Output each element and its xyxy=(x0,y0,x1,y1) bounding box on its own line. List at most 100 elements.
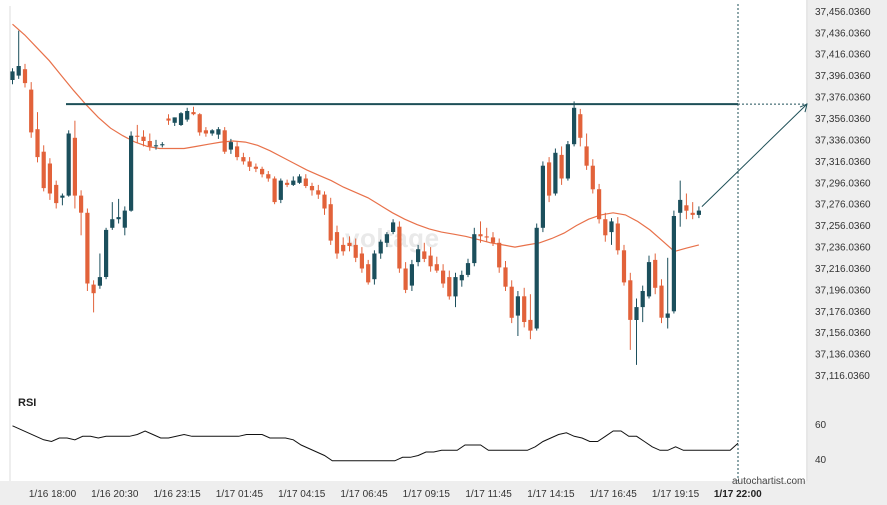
candle xyxy=(590,159,595,194)
y-tick-label: 37,416.0360 xyxy=(815,50,871,61)
candle xyxy=(60,193,65,206)
candle xyxy=(72,120,77,209)
candle xyxy=(166,114,171,125)
candle xyxy=(653,253,658,295)
candle-body xyxy=(490,237,496,243)
candle-body xyxy=(565,144,570,179)
candle xyxy=(353,238,358,263)
candle-body xyxy=(584,146,589,166)
candle xyxy=(285,179,290,188)
candle xyxy=(309,182,315,196)
candle xyxy=(403,262,408,294)
candle-body xyxy=(160,144,165,146)
candle xyxy=(297,174,302,184)
candle-body xyxy=(359,253,364,269)
candle xyxy=(47,158,52,200)
candle-body xyxy=(41,151,46,189)
candle-body xyxy=(197,114,202,133)
x-tick-label: 1/17 06:45 xyxy=(340,489,388,500)
moving-average-line xyxy=(12,23,700,253)
y-tick-label: 37,236.0360 xyxy=(815,243,871,254)
candle-body xyxy=(47,163,52,194)
candle xyxy=(185,107,190,122)
candle-body xyxy=(16,66,21,76)
y-tick-label: 37,356.0360 xyxy=(815,114,871,125)
candle-body xyxy=(153,145,159,147)
y-tick-label: 37,296.0360 xyxy=(815,178,871,189)
candle xyxy=(104,227,109,280)
candle-body xyxy=(216,129,221,135)
candle-body xyxy=(172,117,177,123)
y-tick-label: 37,336.0360 xyxy=(815,135,871,146)
candle-body xyxy=(366,264,371,283)
candle-body xyxy=(528,319,533,331)
candle xyxy=(447,270,452,300)
candle xyxy=(684,193,689,220)
x-axis: 1/16 18:00 1/16 20:30 1/16 23:15 1/17 01:45… xyxy=(29,489,762,500)
candle xyxy=(671,210,676,314)
candle-body xyxy=(522,296,527,322)
candle-body xyxy=(260,168,265,175)
candle xyxy=(478,221,483,243)
candle xyxy=(572,101,577,147)
candle-body xyxy=(247,161,252,167)
candle xyxy=(172,117,177,126)
candle xyxy=(328,197,333,245)
y-tick-label: 37,376.0360 xyxy=(815,93,871,104)
candle xyxy=(559,146,564,185)
candle-body xyxy=(690,212,695,215)
candle xyxy=(634,298,639,365)
candle xyxy=(253,163,258,173)
candle-body xyxy=(653,259,658,288)
candle-body xyxy=(91,284,96,294)
candle xyxy=(640,285,645,323)
candle xyxy=(79,190,84,236)
candle xyxy=(41,145,46,192)
candle xyxy=(347,236,352,252)
candle-body xyxy=(35,129,40,158)
candle xyxy=(628,272,633,350)
candle-body xyxy=(147,141,152,147)
candle xyxy=(428,247,433,272)
candle-body xyxy=(228,142,233,150)
candle-body xyxy=(297,176,302,183)
candle-body xyxy=(235,146,240,158)
candle-body xyxy=(696,210,701,215)
x-tick-label: 1/17 22:00 xyxy=(714,489,762,500)
candle-body xyxy=(253,166,258,169)
candle-body xyxy=(272,178,277,203)
candle xyxy=(203,127,208,137)
candle xyxy=(490,232,496,246)
candle-body xyxy=(22,69,28,84)
candle-body xyxy=(465,263,471,275)
candle xyxy=(484,227,489,242)
candle xyxy=(278,178,283,204)
candle-body xyxy=(503,267,508,287)
candle xyxy=(322,191,327,215)
candle xyxy=(341,237,346,256)
candle-body xyxy=(353,244,358,258)
candle xyxy=(228,138,233,154)
candle xyxy=(372,250,377,285)
candle-body xyxy=(453,277,458,297)
y-tick-label: 37,456.0360 xyxy=(815,7,871,18)
candle-body xyxy=(278,180,283,200)
candle xyxy=(122,206,127,236)
y-tick-label: 37,276.0360 xyxy=(815,200,871,211)
candle xyxy=(135,124,140,144)
y-axis-band xyxy=(808,0,887,505)
candle-body xyxy=(291,180,296,185)
candle xyxy=(603,212,608,242)
y-axis: 37,456.0360 37,436.0360 37,416.0360 37,396.… xyxy=(815,7,871,382)
y-tick-label: 37,396.0360 xyxy=(815,71,871,82)
candle-body xyxy=(72,137,77,196)
candle-body xyxy=(590,165,595,190)
candle-body xyxy=(210,130,215,134)
candle xyxy=(216,127,221,139)
candle-body xyxy=(378,241,383,254)
candle-body xyxy=(628,280,633,320)
candle-body xyxy=(634,307,639,320)
candle-body xyxy=(671,216,676,312)
